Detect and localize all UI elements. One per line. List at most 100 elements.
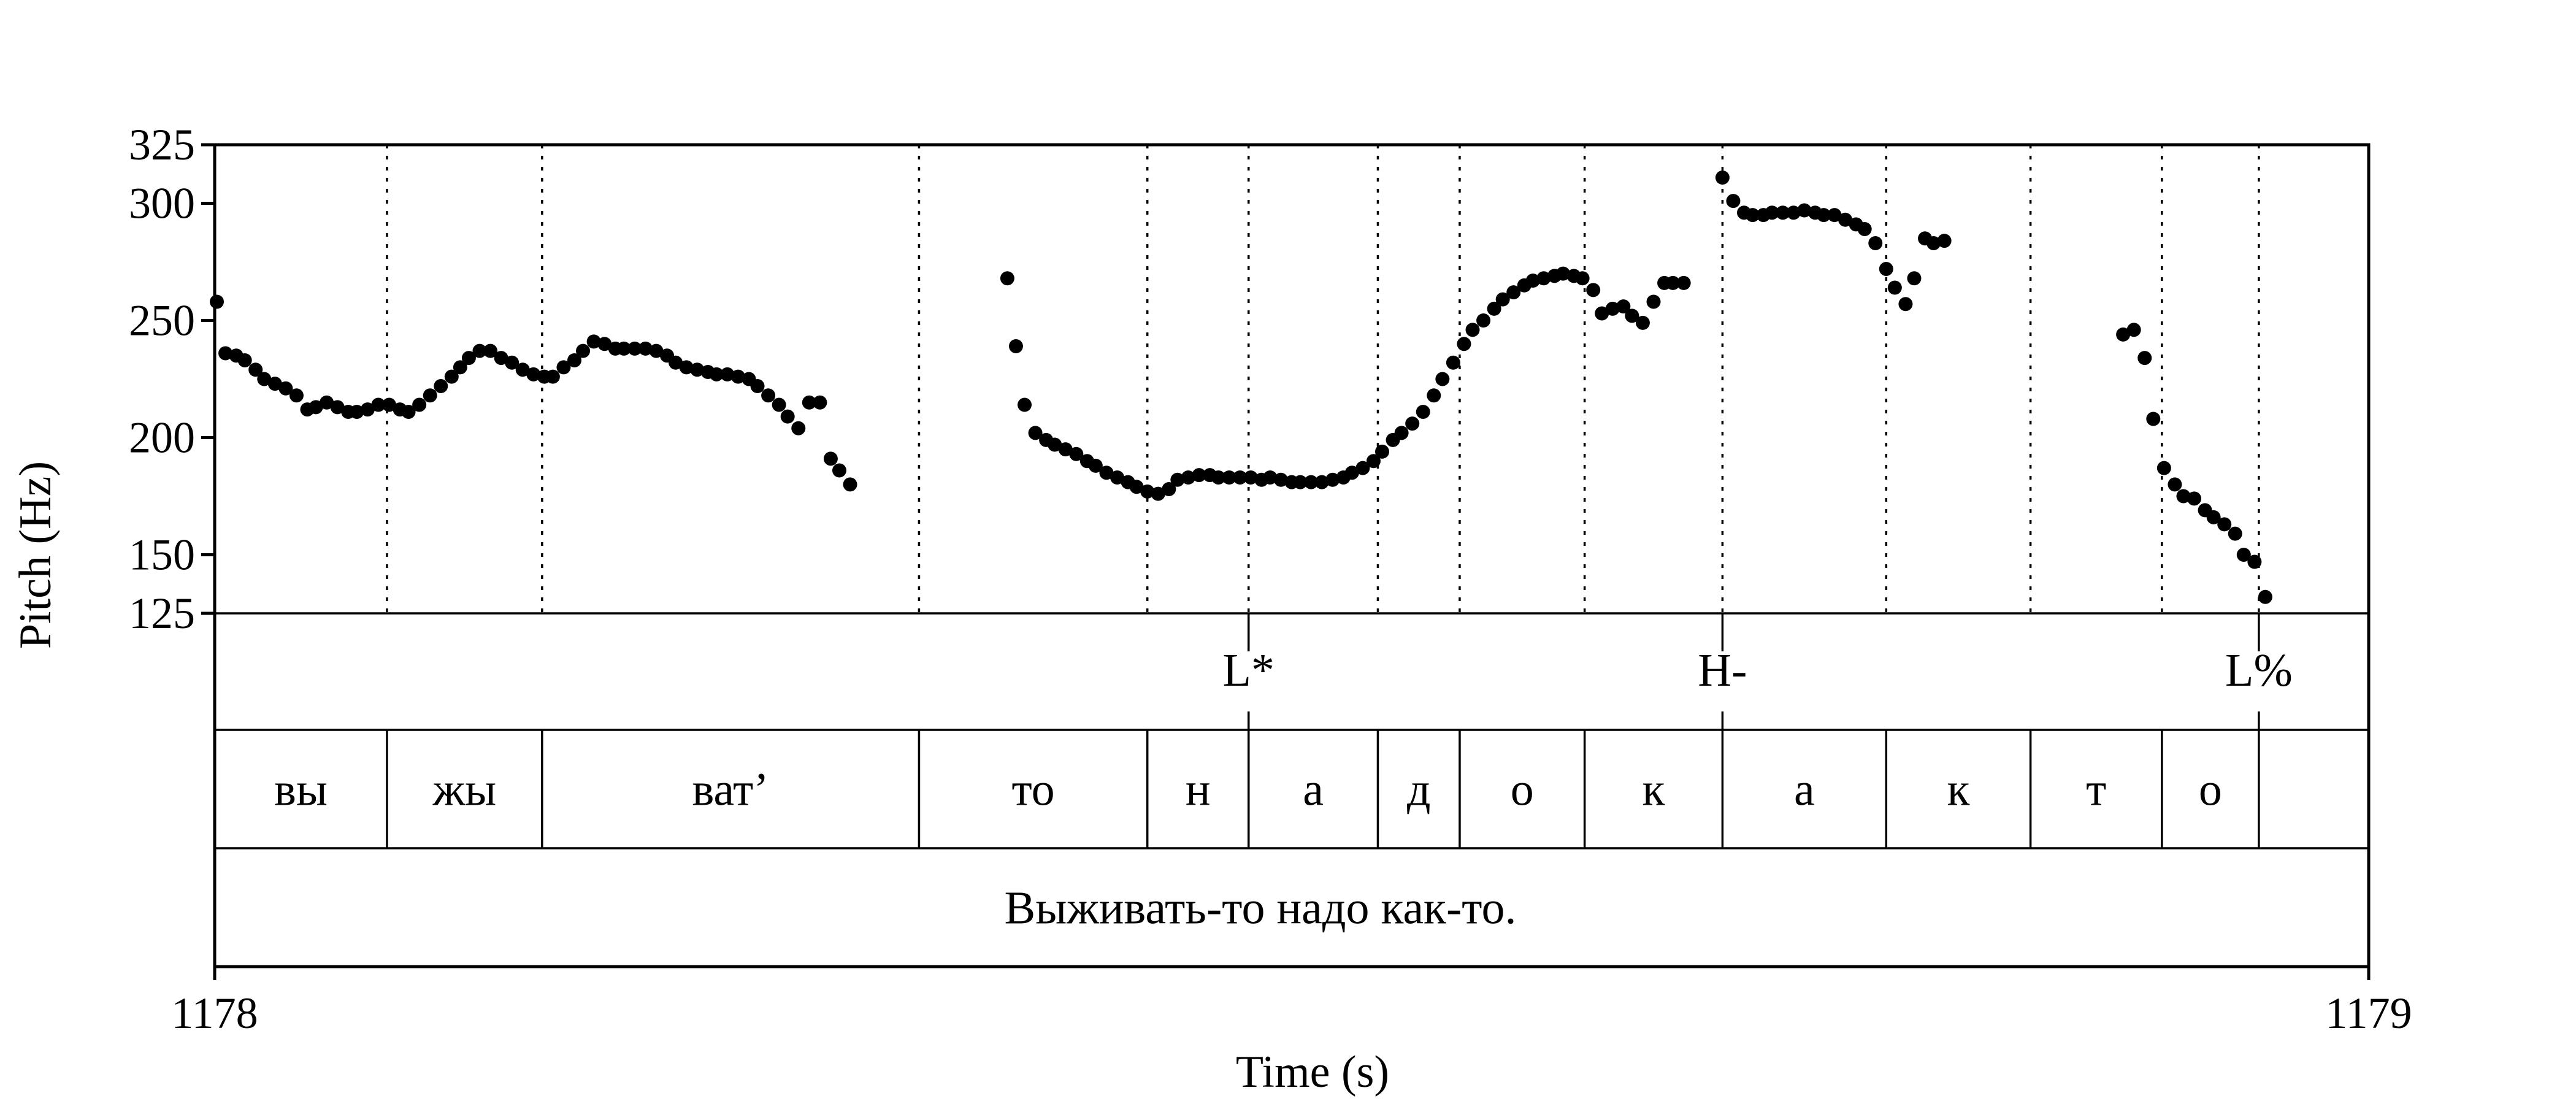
pitch-point xyxy=(1222,470,1236,485)
sentence-label: Выживать-то надо как-то. xyxy=(1005,883,1517,934)
pitch-point xyxy=(472,343,487,358)
pitch-point xyxy=(649,343,664,358)
pitch-point xyxy=(1765,205,1779,220)
pitch-point xyxy=(1162,482,1176,497)
pitch-point xyxy=(1427,388,1441,403)
pitch-point xyxy=(1233,470,1248,485)
pitch-point xyxy=(1676,275,1691,290)
x-tick-label: 1179 xyxy=(2325,989,2412,1038)
pitch-point xyxy=(1556,266,1571,281)
pitch-point xyxy=(1366,454,1381,469)
pitch-point xyxy=(1857,222,1872,237)
pitch-point xyxy=(1827,208,1842,223)
pitch-point xyxy=(2156,461,2171,475)
pitch-point xyxy=(1487,301,1501,316)
y-tick-label: 150 xyxy=(129,531,195,580)
pitch-point xyxy=(616,341,631,356)
pitch-point xyxy=(494,351,508,366)
pitch-point xyxy=(750,378,765,393)
pitch-point xyxy=(1536,271,1551,286)
pitch-point xyxy=(1446,355,1460,370)
pitch-point xyxy=(267,377,282,391)
pitch-point xyxy=(823,451,838,466)
plot-frame xyxy=(213,143,2371,968)
pitch-point xyxy=(320,395,334,410)
pitch-point xyxy=(567,353,582,367)
pitch-point xyxy=(360,402,375,417)
pitch-point xyxy=(1140,484,1155,499)
pitch-point xyxy=(2137,351,2152,366)
pitch-point xyxy=(2217,517,2232,532)
pitch-point xyxy=(1355,461,1370,475)
pitch-point xyxy=(483,343,498,358)
pitch-point xyxy=(218,346,233,361)
pitch-point xyxy=(381,397,396,412)
pitch-point xyxy=(1666,275,1681,290)
pitch-point xyxy=(1586,283,1601,297)
pitch-point xyxy=(278,381,293,396)
pitch-points xyxy=(210,170,2272,604)
pitch-point xyxy=(1314,475,1329,489)
pitch-point xyxy=(576,343,591,358)
pitch-point xyxy=(1776,205,1790,220)
pitch-point xyxy=(843,477,857,492)
pitch-point xyxy=(1028,426,1043,440)
pitch-point xyxy=(423,388,437,403)
pitch-point xyxy=(1192,468,1206,483)
pitch-point xyxy=(2168,477,2182,492)
pitch-point xyxy=(1879,261,1893,276)
pitch-point xyxy=(1726,194,1741,209)
pitch-point xyxy=(1394,426,1409,440)
pitch-point xyxy=(586,334,601,349)
pitch-point xyxy=(1625,309,1639,323)
pitch-point xyxy=(1816,208,1831,223)
pitch-point xyxy=(2236,548,2251,562)
syllable-label: т xyxy=(2086,764,2106,816)
tone-label: L* xyxy=(1223,645,1275,696)
syllable-label: ват’ xyxy=(692,764,769,816)
pitch-point xyxy=(761,388,776,403)
pitch-point xyxy=(627,341,642,356)
pitch-point xyxy=(1405,416,1420,431)
pitch-point xyxy=(1525,274,1540,288)
pitch-point xyxy=(730,369,745,384)
pitch-point xyxy=(401,404,416,419)
pitch-point xyxy=(434,378,448,393)
pitch-point xyxy=(371,397,386,412)
syllable-label: а xyxy=(1794,764,1815,816)
pitch-point xyxy=(1000,271,1014,286)
pitch-point xyxy=(791,421,806,435)
pitch-point xyxy=(1129,480,1144,494)
pitch-point xyxy=(638,341,653,356)
syllable-label: к xyxy=(1643,764,1665,816)
pitch-point xyxy=(1926,236,1941,250)
pitch-point xyxy=(1263,470,1278,485)
pitch-point xyxy=(1797,203,1812,218)
axes: Pitch (Hz) Time (s) 325 300 250 200 150 125 11… xyxy=(10,120,2412,1097)
pitch-point xyxy=(1325,472,1340,487)
pitch-point xyxy=(1110,470,1125,485)
pitch-point xyxy=(1069,447,1084,461)
pitch-point xyxy=(1868,236,1883,250)
pitch-point xyxy=(1048,437,1062,452)
pitch-point xyxy=(1435,372,1450,386)
syllable-label: д xyxy=(1407,764,1431,816)
y-axis-label: Pitch (Hz) xyxy=(10,461,61,649)
pitch-point xyxy=(330,400,345,415)
pitch-point xyxy=(1786,205,1801,220)
pitch-point xyxy=(1715,170,1730,185)
pitch-point xyxy=(1635,315,1650,330)
pitch-point xyxy=(1304,475,1319,489)
pitch-point xyxy=(2228,526,2242,541)
pitch-point xyxy=(1457,337,1471,351)
y-tick-label: 325 xyxy=(129,120,195,169)
pitch-point xyxy=(2116,327,2131,342)
pitch-point xyxy=(780,409,795,424)
pitch-point xyxy=(1293,475,1308,489)
pitch-point xyxy=(1595,306,1609,321)
pitch-point xyxy=(1344,466,1359,480)
pitch-point xyxy=(556,360,571,375)
pitch-point xyxy=(1476,313,1491,328)
